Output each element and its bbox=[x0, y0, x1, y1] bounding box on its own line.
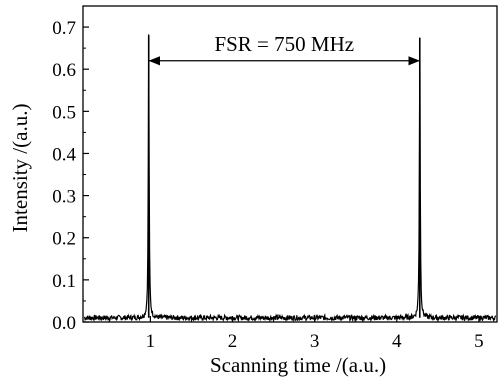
plot-area bbox=[82, 5, 498, 323]
signal-trace bbox=[83, 34, 497, 323]
y-tick-label: 0.7 bbox=[52, 18, 76, 39]
x-tick-label: 2 bbox=[228, 331, 238, 352]
x-axis-label: Scanning time /(a.u.) bbox=[210, 353, 386, 377]
plot-frame bbox=[82, 5, 498, 323]
y-tick-label: 0.0 bbox=[52, 313, 76, 334]
fsr-annotation: FSR = 750 MHz bbox=[214, 32, 354, 56]
x-tick-label: 5 bbox=[474, 331, 484, 352]
signal-layer bbox=[83, 34, 497, 323]
y-tick-label: 0.3 bbox=[52, 187, 76, 208]
y-tick-label: 0.2 bbox=[52, 229, 76, 250]
y-tick-label: 0.1 bbox=[52, 271, 76, 292]
y-axis-label: Intensity /(a.u.) bbox=[8, 104, 32, 233]
y-tick-label: 0.5 bbox=[52, 102, 76, 123]
x-tick-label: 1 bbox=[146, 331, 156, 352]
annotation-layer: FSR = 750 MHz bbox=[148, 32, 420, 66]
x-tick-label: 4 bbox=[392, 331, 402, 352]
x-tick-label: 3 bbox=[310, 331, 320, 352]
y-tick-label: 0.6 bbox=[52, 60, 76, 81]
y-tick-label: 0.4 bbox=[52, 144, 76, 165]
ticks-layer: 1 2 3 4 5 0.0 0.1 0.2 0.3 0.4 0.5 0.6 0.7 bbox=[52, 18, 483, 352]
